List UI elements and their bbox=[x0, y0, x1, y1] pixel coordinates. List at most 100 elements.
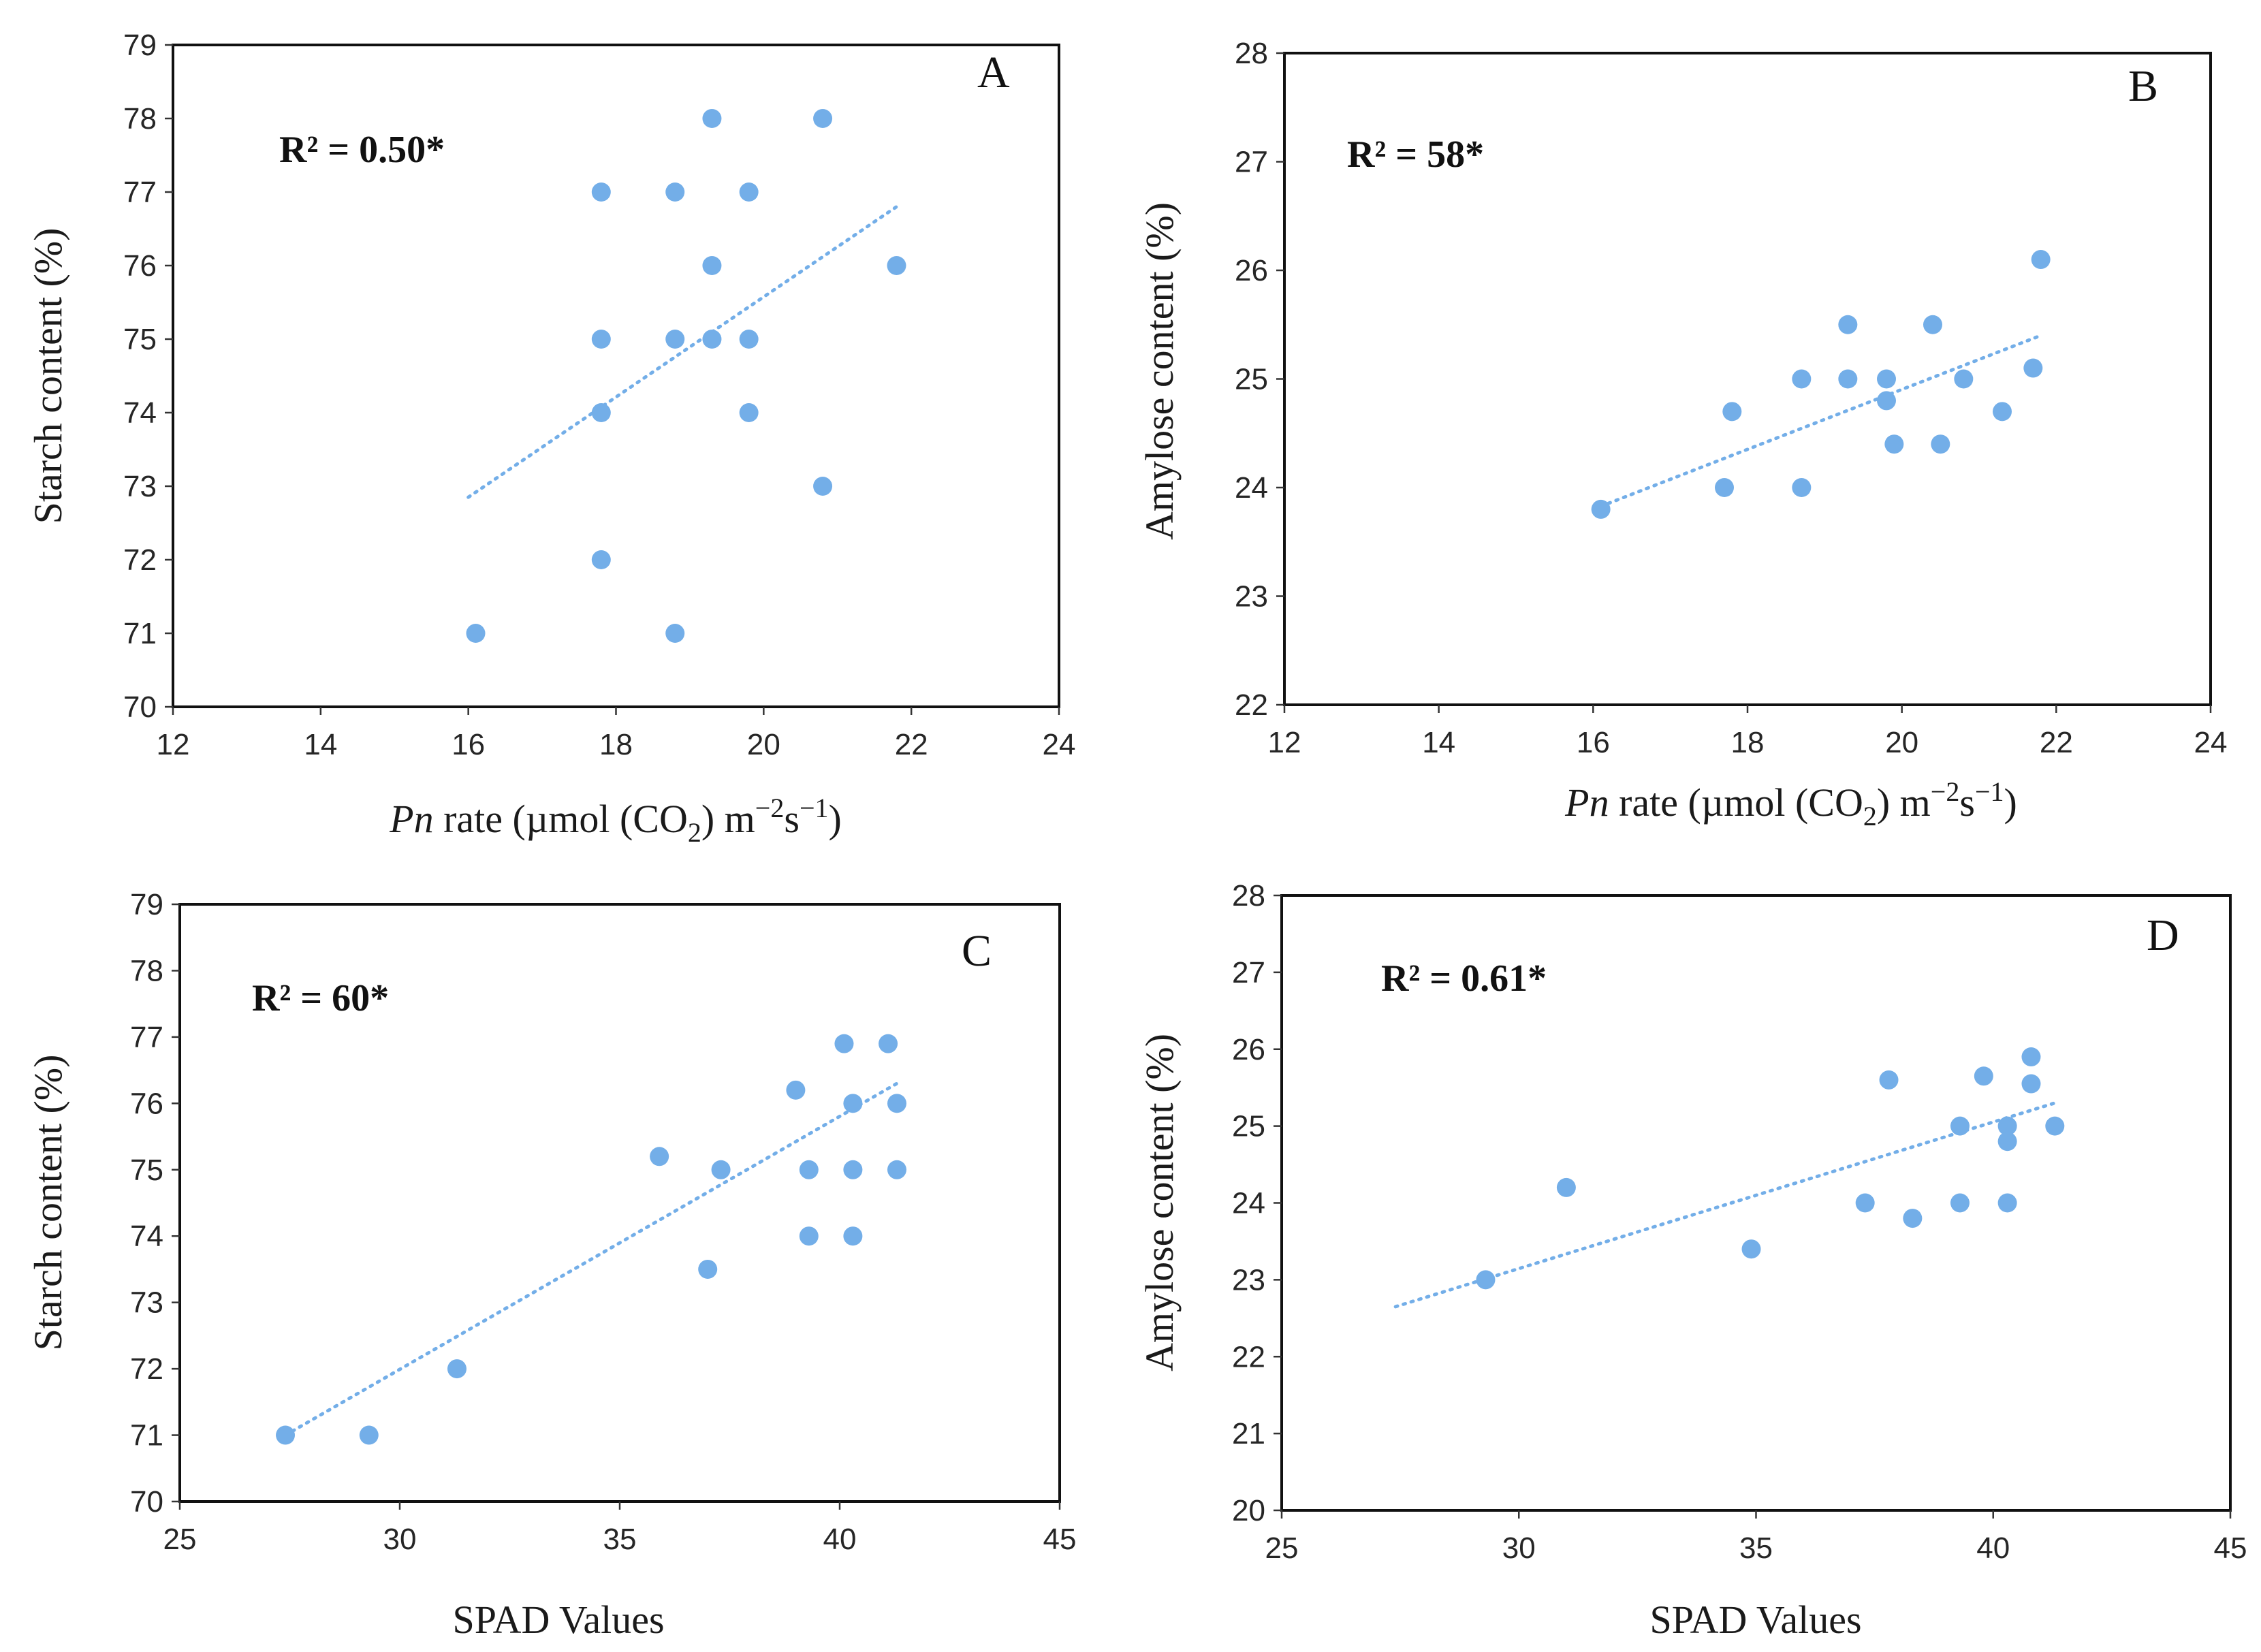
data-point bbox=[1877, 369, 1896, 389]
x-title-superscript: −2 bbox=[1931, 776, 1960, 807]
panel-label: D bbox=[2147, 910, 2179, 960]
x-title-subscript: 2 bbox=[688, 817, 701, 848]
y-tick-label: 25 bbox=[1232, 1110, 1265, 1143]
data-point bbox=[665, 182, 685, 202]
data-point bbox=[1838, 369, 1858, 389]
data-point bbox=[711, 1160, 731, 1179]
data-point bbox=[1792, 478, 1812, 497]
x-tick-label: 14 bbox=[1422, 726, 1455, 759]
tick-labels: 70 71 72 73 74 75 76 77 78 79 25 30 35 40 45 bbox=[130, 888, 1076, 1556]
y-tick-label: 70 bbox=[123, 690, 157, 724]
y-tick-label: 75 bbox=[130, 1154, 163, 1187]
data-point bbox=[591, 182, 611, 202]
data-point bbox=[665, 624, 685, 643]
y-tick-label: 74 bbox=[130, 1220, 163, 1253]
panel-a: A R² = 0.50* Starch content (%) Pn rate … bbox=[26, 29, 1075, 848]
y-tick-label: 77 bbox=[123, 176, 157, 209]
panel-label: B bbox=[2128, 61, 2158, 111]
x-title-part: ) bbox=[829, 797, 842, 841]
tick-labels: 70 71 72 73 74 75 76 77 78 79 12 14 16 18 20 22 24 bbox=[123, 29, 1075, 761]
y-tick-label: 79 bbox=[123, 29, 157, 62]
panel-c: C R² = 60* Starch content (%) SPAD Value… bbox=[26, 888, 1076, 1642]
x-title-part: s bbox=[1959, 780, 1975, 825]
x-tick-label: 12 bbox=[1268, 726, 1301, 759]
data-point bbox=[1715, 478, 1734, 497]
data-point bbox=[2021, 1074, 2041, 1094]
data-point bbox=[276, 1425, 296, 1445]
data-point bbox=[1993, 402, 2012, 422]
y-tick-label: 26 bbox=[1232, 1033, 1265, 1066]
x-title-superscript: −1 bbox=[1975, 776, 2004, 807]
data-point bbox=[2023, 358, 2043, 378]
data-points bbox=[1591, 250, 2051, 519]
x-tick-label: 12 bbox=[157, 728, 190, 761]
data-point bbox=[887, 1094, 906, 1113]
y-tick-label: 76 bbox=[130, 1087, 163, 1120]
data-point bbox=[1950, 1116, 1970, 1136]
data-points bbox=[466, 109, 906, 643]
x-title-subscript: 2 bbox=[1863, 801, 1877, 831]
y-tick-label: 24 bbox=[1235, 471, 1268, 505]
y-tick-label: 22 bbox=[1232, 1340, 1265, 1373]
y-tick-label: 26 bbox=[1235, 254, 1268, 287]
data-point bbox=[1950, 1193, 1970, 1213]
y-tick-label: 79 bbox=[130, 888, 163, 921]
y-tick-label: 21 bbox=[1232, 1417, 1265, 1450]
x-title-italic: Pn bbox=[389, 797, 433, 841]
x-tick-label: 24 bbox=[1043, 728, 1076, 761]
tick-labels: 20 21 22 23 24 25 26 27 28 25 30 35 40 45 bbox=[1232, 879, 2247, 1565]
tick-labels: 22 23 24 25 26 27 28 12 14 16 18 20 22 24 bbox=[1235, 37, 2227, 759]
x-tick-label: 20 bbox=[747, 728, 780, 761]
data-point bbox=[1877, 391, 1896, 411]
y-tick-label: 75 bbox=[123, 323, 157, 356]
data-point bbox=[887, 256, 906, 275]
data-point bbox=[591, 403, 611, 422]
data-point bbox=[2031, 250, 2051, 270]
data-point bbox=[879, 1034, 898, 1053]
data-point bbox=[466, 624, 486, 643]
data-point bbox=[1997, 1132, 2017, 1151]
data-point bbox=[1997, 1193, 2017, 1213]
y-tick-label: 22 bbox=[1235, 688, 1268, 722]
y-axis-title: Amylose content (%) bbox=[1137, 1034, 1182, 1371]
y-tick-label: 71 bbox=[130, 1419, 163, 1452]
data-point bbox=[739, 182, 759, 202]
y-tick-label: 23 bbox=[1232, 1263, 1265, 1297]
y-tick-label: 28 bbox=[1235, 37, 1268, 70]
data-point bbox=[1838, 315, 1858, 334]
data-point bbox=[1903, 1209, 1923, 1228]
data-point bbox=[359, 1425, 379, 1445]
x-tick-label: 18 bbox=[599, 728, 633, 761]
y-tick-label: 24 bbox=[1232, 1187, 1265, 1220]
data-point bbox=[1722, 402, 1742, 422]
y-tick-label: 27 bbox=[1235, 146, 1268, 179]
x-tick-label: 22 bbox=[2040, 726, 2073, 759]
y-tick-label: 28 bbox=[1232, 879, 1265, 912]
data-point bbox=[591, 330, 611, 349]
data-point bbox=[1997, 1116, 2017, 1136]
trendline bbox=[1591, 334, 2043, 511]
trendline bbox=[1393, 1101, 2057, 1309]
data-point bbox=[843, 1226, 863, 1246]
x-tick-label: 40 bbox=[823, 1523, 857, 1556]
data-point bbox=[2021, 1047, 2041, 1067]
y-tick-label: 73 bbox=[130, 1286, 163, 1320]
y-tick-label: 25 bbox=[1235, 363, 1268, 396]
x-tick-label: 40 bbox=[1976, 1531, 2010, 1565]
data-point bbox=[698, 1259, 718, 1279]
r-squared-annotation: R² = 0.50* bbox=[279, 129, 445, 171]
data-point bbox=[887, 1160, 906, 1179]
x-title-part: rate (µmol (CO bbox=[434, 797, 688, 841]
trendline bbox=[283, 1081, 899, 1437]
data-point bbox=[591, 550, 611, 569]
y-axis-title: Starch content (%) bbox=[26, 228, 70, 524]
x-tick-label: 35 bbox=[603, 1523, 637, 1556]
y-tick-label: 74 bbox=[123, 396, 157, 430]
panel-d: D R² = 0.61* Amylose content (%) SPAD Va… bbox=[1137, 879, 2247, 1642]
data-point bbox=[843, 1094, 863, 1113]
x-tick-label: 25 bbox=[1265, 1531, 1299, 1565]
x-tick-label: 25 bbox=[163, 1523, 197, 1556]
panel-label: C bbox=[962, 926, 992, 976]
data-point bbox=[665, 330, 685, 349]
y-tick-label: 76 bbox=[123, 249, 157, 283]
